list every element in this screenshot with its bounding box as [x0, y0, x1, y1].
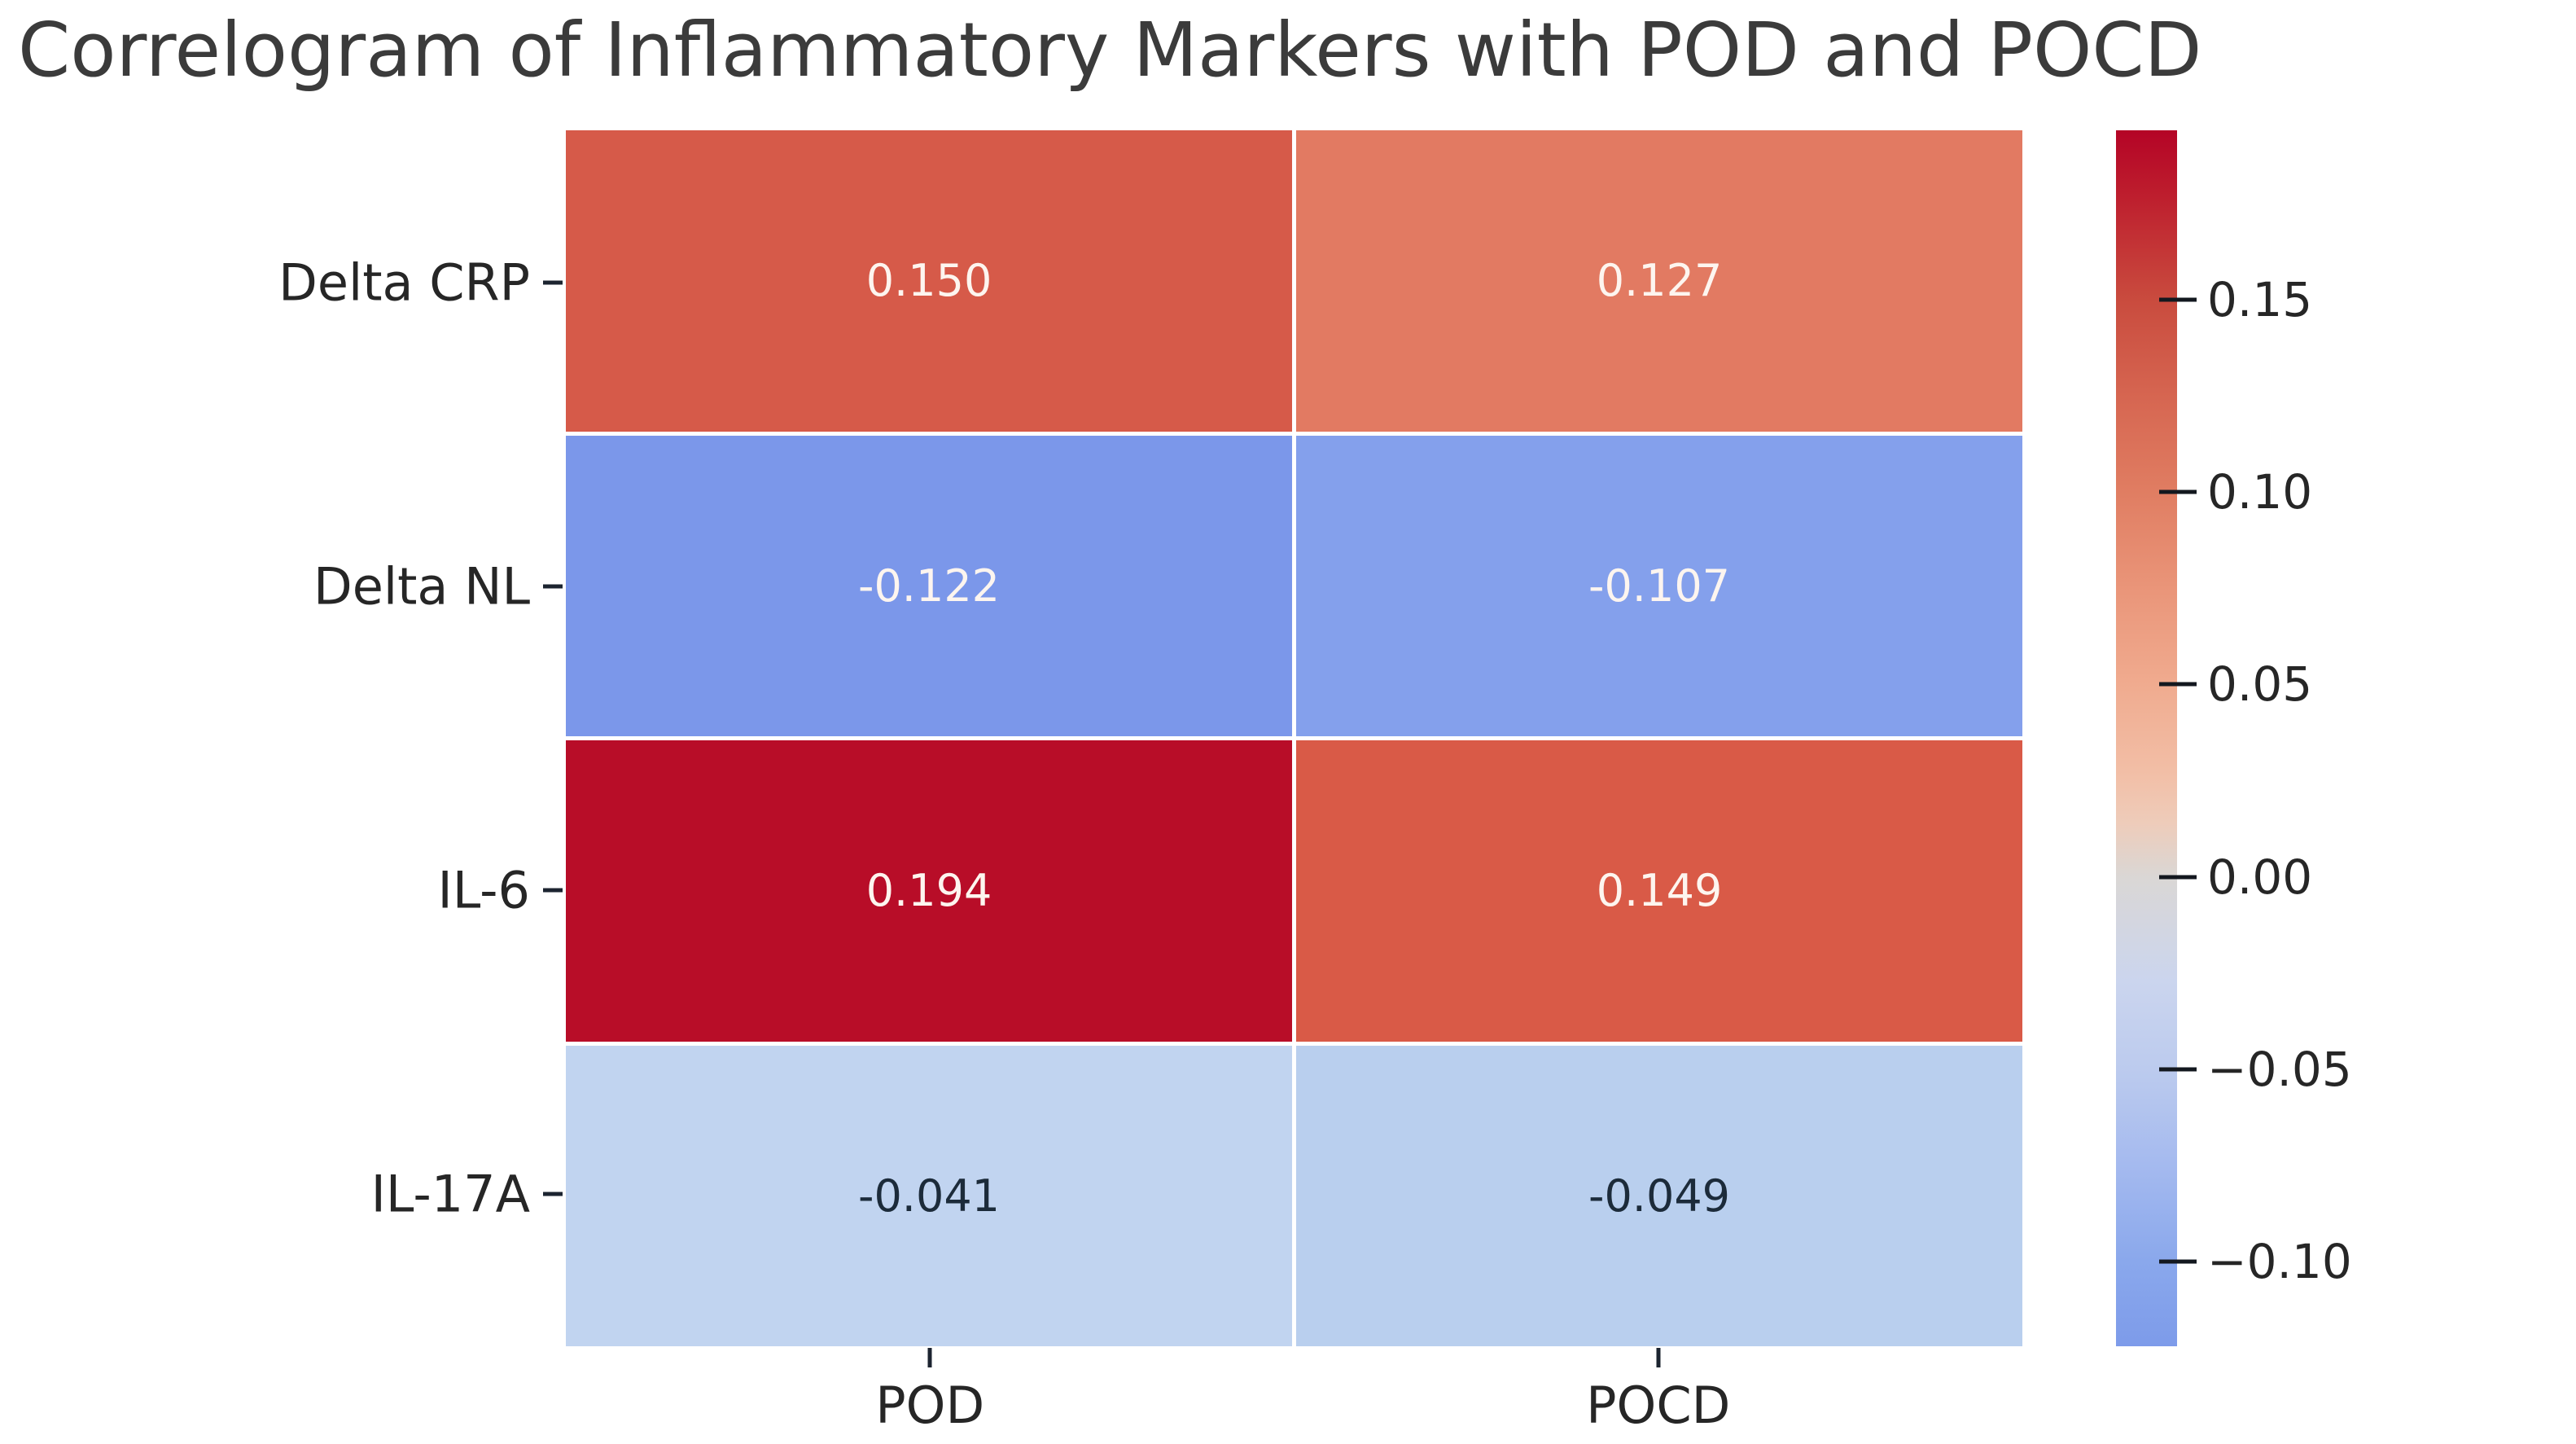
cell-value: -0.107	[1588, 560, 1731, 612]
y-tick-mark	[543, 584, 563, 589]
x-tick-mark	[927, 1348, 932, 1367]
row-label: IL-17A	[370, 1164, 530, 1224]
row-label: IL-6	[437, 860, 530, 920]
row-label: Delta NL	[313, 556, 530, 617]
y-tick-mark	[543, 1192, 563, 1196]
column-label: POD	[875, 1376, 985, 1435]
colorbar-tick-label: −0.10	[2207, 1234, 2352, 1290]
colorbar-tick-mark	[2159, 1067, 2197, 1072]
x-tick-mark	[1656, 1348, 1661, 1367]
heatmap-cell: 0.127	[1296, 130, 2022, 432]
cell-value: 0.127	[1596, 255, 1723, 307]
colorbar-tick-label: 0.10	[2207, 464, 2313, 520]
colorbar-tick-mark	[2159, 489, 2197, 494]
colorbar-tick-label: 0.15	[2207, 271, 2313, 327]
colorbar-tick-label: 0.00	[2207, 849, 2313, 905]
heatmap-cell: -0.041	[566, 1045, 1292, 1346]
cell-value: 0.149	[1596, 865, 1723, 917]
heatmap-cell: 0.150	[566, 130, 1292, 432]
colorbar-tick-mark	[2159, 682, 2197, 687]
heatmap-grid: 0.150 0.127 -0.122 -0.107 0.194 0.149 -0.041 -0…	[566, 130, 2022, 1346]
colorbar-tick-label: 0.05	[2207, 656, 2313, 713]
colorbar-tick-mark	[2159, 297, 2197, 302]
cell-value: -0.049	[1588, 1170, 1731, 1222]
chart-title: Correlogram of Inflammatory Markers with…	[18, 7, 2202, 94]
y-axis: Delta CRP Delta NL IL-6 IL-17A	[0, 130, 564, 1346]
cell-value: -0.122	[857, 560, 1001, 612]
heatmap-cell: 0.149	[1296, 740, 2022, 1042]
heatmap-cell: -0.107	[1296, 435, 2022, 736]
cell-value: 0.150	[865, 255, 992, 307]
colorbar-tick-label: −0.05	[2207, 1041, 2352, 1097]
heatmap-cell: 0.194	[566, 740, 1292, 1042]
cell-value: -0.041	[857, 1170, 1001, 1222]
row-label: Delta CRP	[278, 252, 530, 313]
heatmap-cell: -0.122	[566, 435, 1292, 736]
cell-value: 0.194	[865, 865, 992, 917]
colorbar-tick-mark	[2159, 875, 2197, 880]
column-label: POCD	[1586, 1376, 1731, 1435]
y-tick-mark	[543, 280, 563, 285]
heatmap-cell: -0.049	[1296, 1045, 2022, 1346]
colorbar-tick-mark	[2159, 1259, 2197, 1264]
y-tick-mark	[543, 888, 563, 893]
x-axis: POD POCD	[566, 1346, 2022, 1444]
colorbar: 0.15 0.10 0.05 0.00 −0.05 −0.10	[2116, 130, 2352, 1346]
